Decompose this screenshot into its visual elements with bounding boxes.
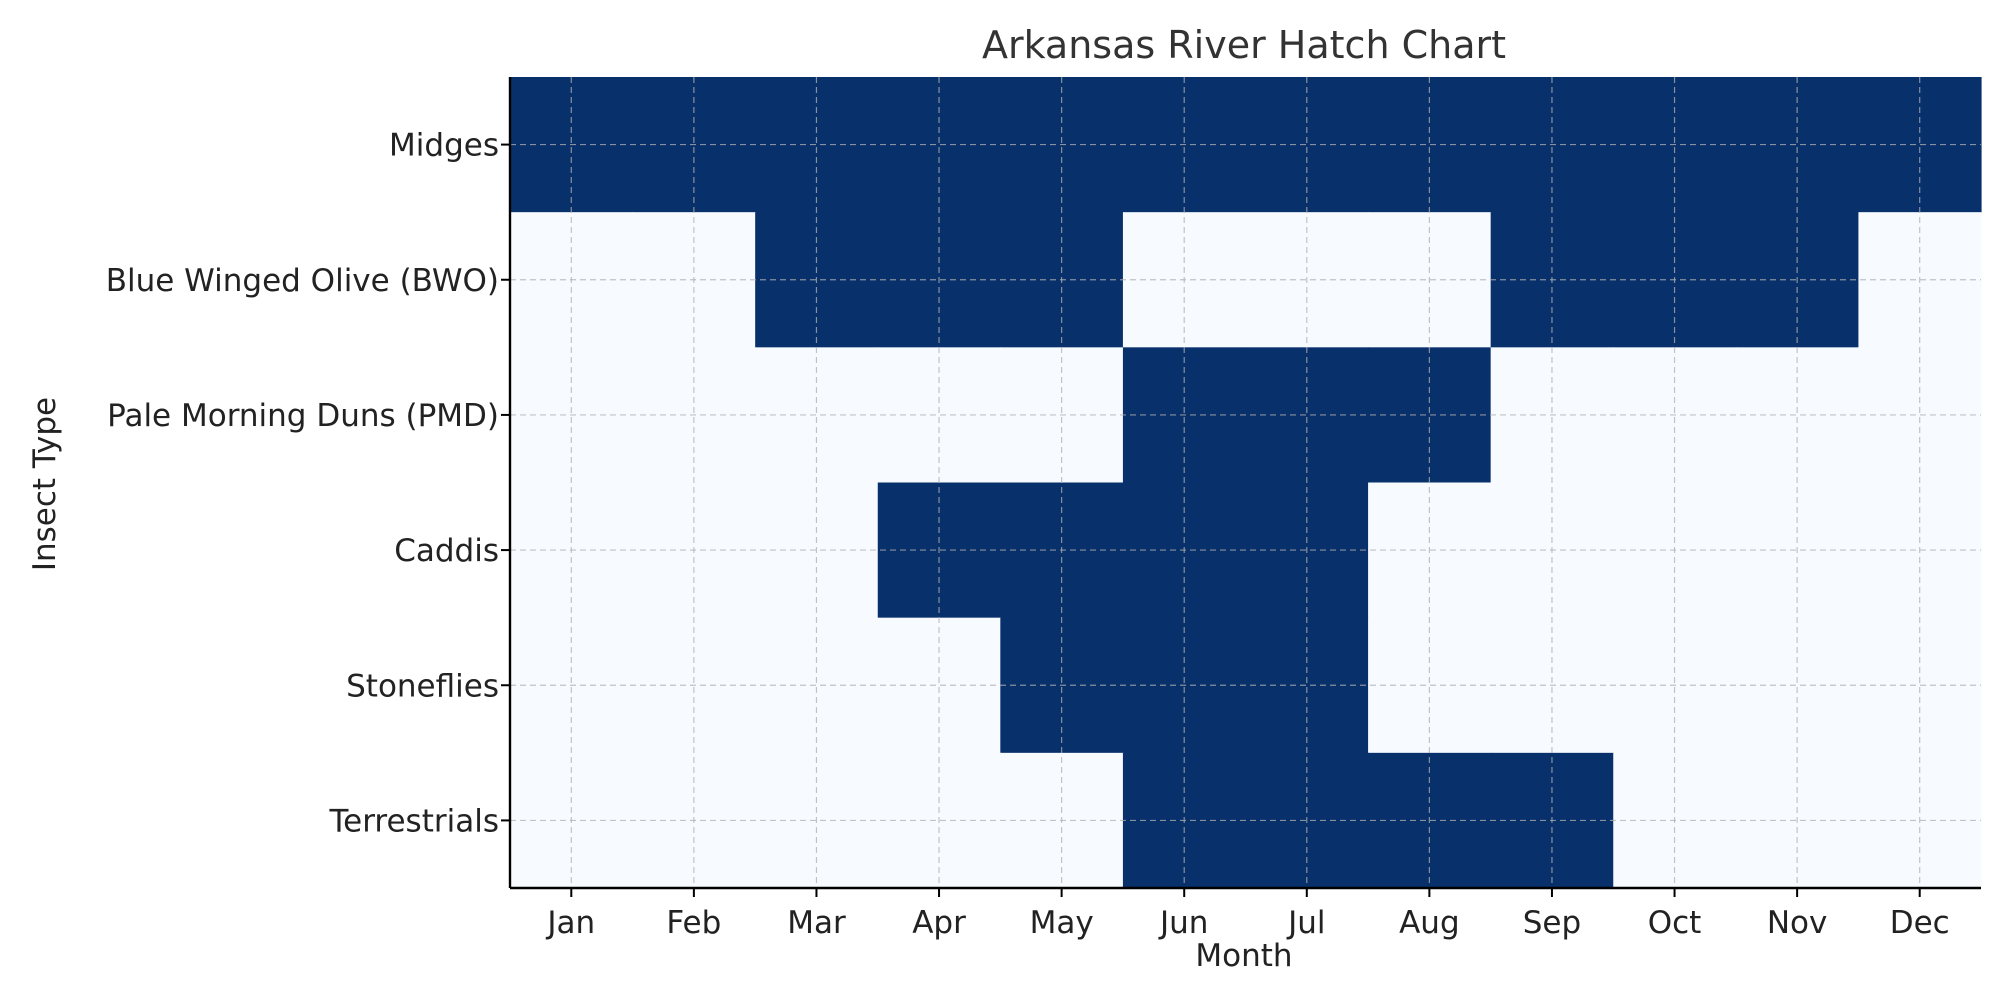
x-tick-label: Oct <box>1648 905 1702 941</box>
x-tick-label: Sep <box>1523 905 1581 941</box>
grid-lines <box>510 77 1981 888</box>
y-tick-label: Blue Winged Olive (BWO) <box>106 263 499 299</box>
x-axis-ticks: Jan Feb Mar Apr May Jun Jul Aug Sep Oct Nov Dec <box>545 888 1950 941</box>
x-tick-label: May <box>1030 905 1094 941</box>
x-tick-label: Jun <box>1158 905 1208 941</box>
y-tick-label: Terrestrials <box>328 803 499 839</box>
y-tick-label: Stoneflies <box>346 668 499 704</box>
y-axis-ticks: Midges Blue Winged Olive (BWO) Pale Mornin… <box>106 128 510 839</box>
y-tick-label: Midges <box>389 128 499 164</box>
x-tick-label: Dec <box>1890 905 1950 941</box>
axes <box>508 77 1981 890</box>
y-axis-label: Insect Type <box>27 397 63 571</box>
x-tick-label: Apr <box>912 905 966 941</box>
y-tick-label: Caddis <box>394 533 499 569</box>
chart-title: Arkansas River Hatch Chart <box>982 23 1506 67</box>
heatmap-cells <box>510 77 1982 889</box>
x-tick-label: Mar <box>787 905 846 941</box>
x-tick-label: Nov <box>1767 905 1828 941</box>
x-tick-label: Aug <box>1399 905 1460 941</box>
x-axis-label: Month <box>1195 938 1292 974</box>
x-tick-label: Feb <box>666 905 721 941</box>
x-tick-label: Jul <box>1286 905 1325 941</box>
x-tick-label: Jan <box>545 905 595 941</box>
y-tick-label: Pale Morning Duns (PMD) <box>107 398 499 434</box>
